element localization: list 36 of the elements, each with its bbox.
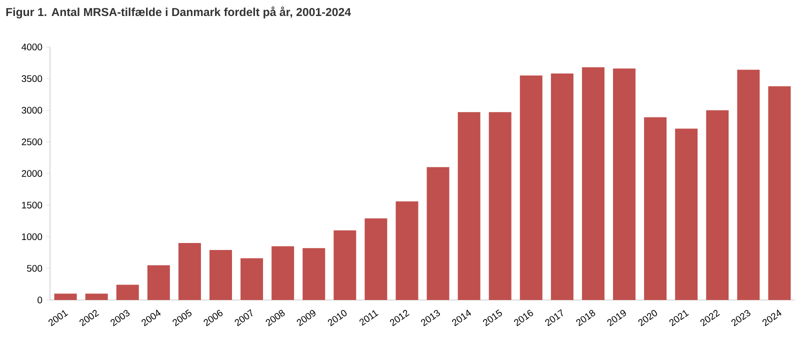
bar xyxy=(520,75,542,300)
y-tick-label: 2000 xyxy=(22,170,42,177)
bar xyxy=(178,243,201,300)
bar xyxy=(54,294,77,300)
bar xyxy=(737,70,760,300)
y-tick-label: 3000 xyxy=(22,106,42,114)
y-tick-label: 4000 xyxy=(22,44,42,50)
x-tick-label: 2011 xyxy=(360,310,378,326)
bar xyxy=(644,117,667,300)
bar xyxy=(116,284,139,300)
x-tick-label: 2023 xyxy=(731,310,750,326)
y-tick-label: 1000 xyxy=(22,233,42,240)
y-tick-label: 1500 xyxy=(22,202,42,208)
bar xyxy=(426,167,450,300)
chart-title: Figur 1. Antal MRSA-tilfælde i Danmark fordelt på år, 2001-2024 xyxy=(6,6,351,18)
bar xyxy=(488,112,512,300)
bar xyxy=(706,110,729,300)
y-tick-label: 3500 xyxy=(22,75,42,82)
y-tick-label: 500 xyxy=(27,264,42,272)
y-tick-label: 2500 xyxy=(22,138,42,146)
y-tick-label: 0 xyxy=(38,296,42,304)
bar xyxy=(302,248,326,300)
bar xyxy=(458,112,480,300)
bar xyxy=(675,128,698,300)
bar xyxy=(272,246,294,300)
bar xyxy=(613,68,636,300)
bar xyxy=(582,67,604,300)
bar xyxy=(334,230,356,300)
bar xyxy=(240,258,264,300)
bar xyxy=(768,86,791,300)
bar xyxy=(550,74,574,300)
bar xyxy=(396,201,418,300)
bar xyxy=(364,218,388,300)
bar xyxy=(147,265,170,300)
bar xyxy=(209,250,232,300)
bar xyxy=(85,294,108,300)
